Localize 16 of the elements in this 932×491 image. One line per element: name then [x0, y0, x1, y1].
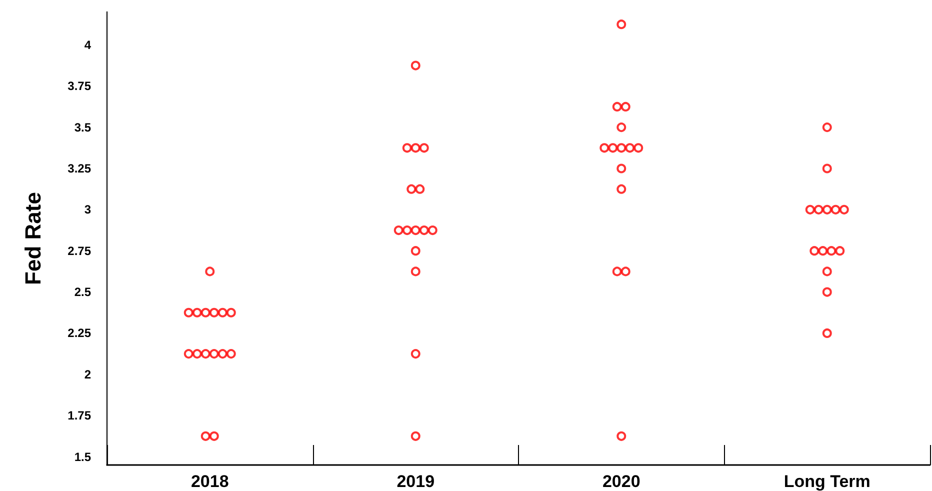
x-tick-label: 2019 [396, 472, 435, 491]
y-tick-label: 3.75 [68, 79, 92, 94]
x-tick-label: 2020 [602, 472, 640, 491]
y-tick-label: 2.75 [68, 244, 92, 258]
y-tick-label: 1.75 [68, 408, 92, 423]
y-tick-label: 2.5 [74, 285, 92, 300]
x-tick-label: Long Term [784, 472, 870, 491]
y-tick-label: 2.25 [68, 326, 92, 340]
x-tick-label: 2018 [190, 472, 229, 491]
y-tick-label: 2 [84, 367, 92, 382]
y-tick-label: 1.5 [74, 450, 92, 464]
y-tick-label: 3.5 [74, 120, 92, 134]
y-axis-title: Fed Rate [20, 192, 46, 285]
y-tick-label: 3 [84, 202, 92, 217]
y-tick-label: 3.25 [68, 161, 92, 176]
y-tick-label: 4 [84, 38, 92, 52]
